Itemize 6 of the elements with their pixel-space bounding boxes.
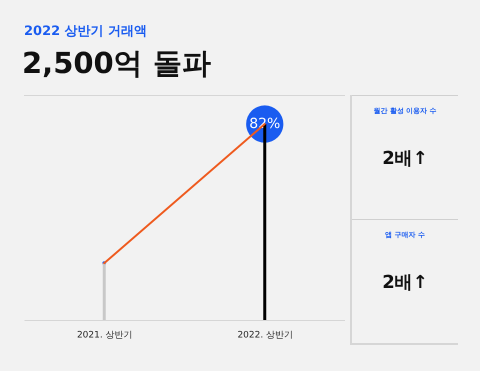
x-tick-label: 2021. 상반기 <box>76 330 133 340</box>
x-tick-label: 2022. 상반기 <box>237 330 294 340</box>
chart-subtitle: 2022 상반기 거래액 <box>24 23 148 40</box>
chart-title: 2,500억 돌파 <box>22 45 211 82</box>
text: 2배↑ <box>381 271 429 294</box>
text: 2배↑ <box>381 147 429 170</box>
